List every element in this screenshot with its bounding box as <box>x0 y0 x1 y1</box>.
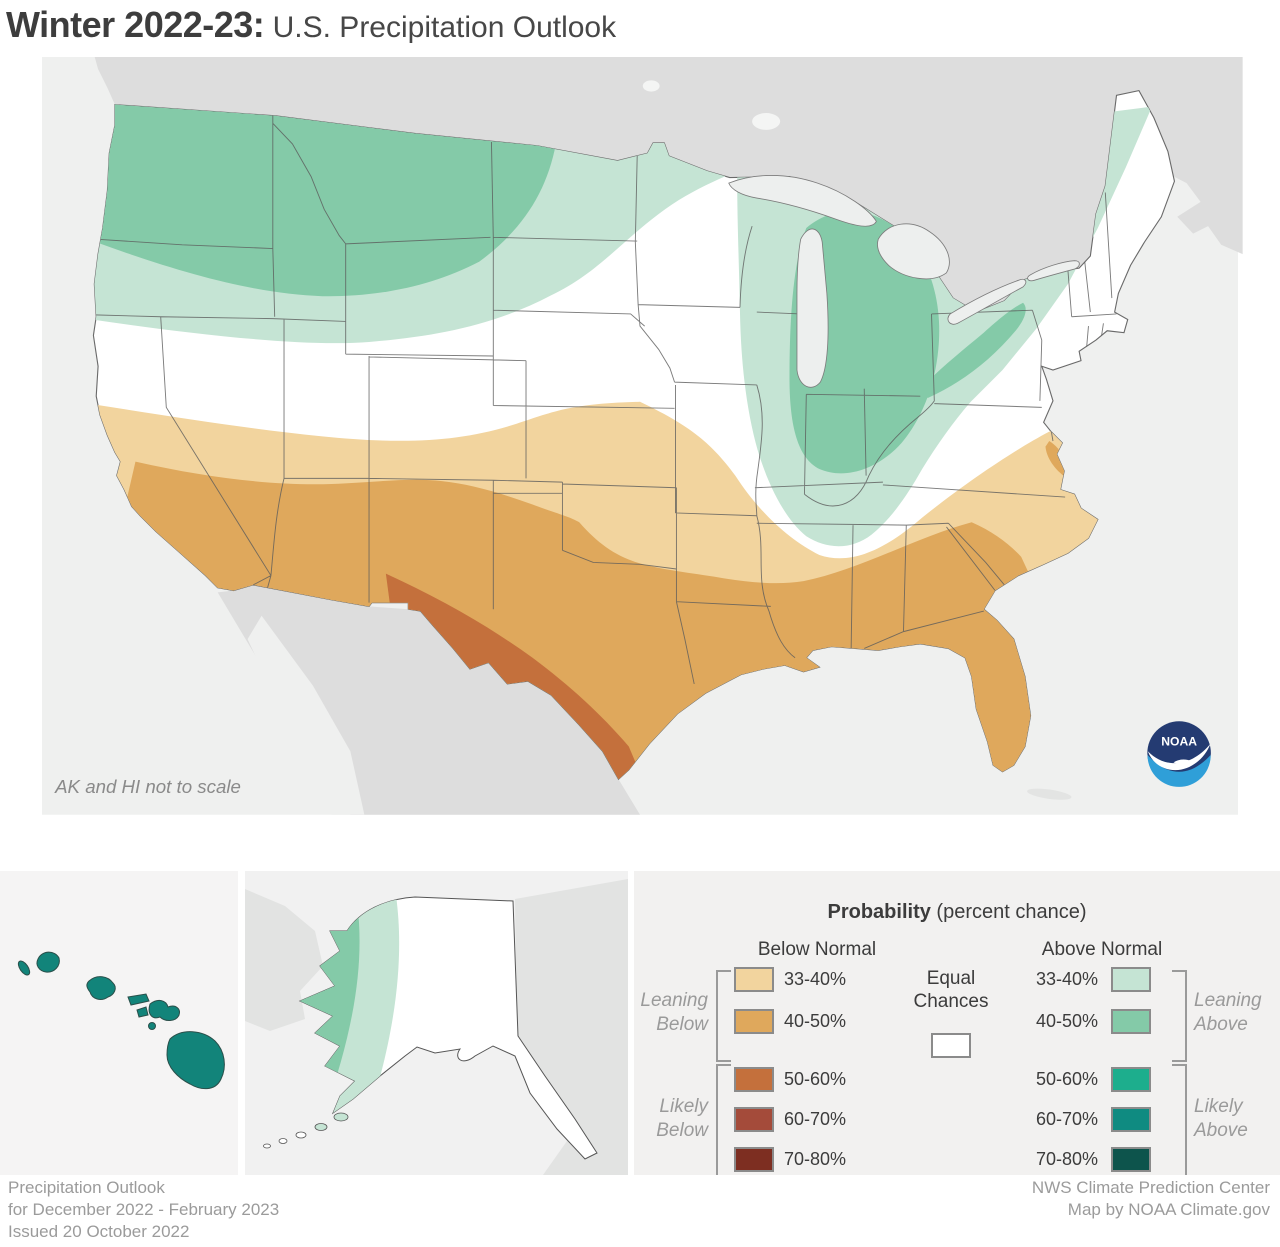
footer-line: Precipitation Outlook <box>8 1178 165 1197</box>
below-normal-header: Below Normal <box>757 939 877 960</box>
footer-line: for December 2022 - February 2023 <box>8 1200 280 1219</box>
island-kahoolawe <box>148 1022 156 1030</box>
below-range-60-70: 60-70% <box>784 1109 847 1129</box>
title-season: Winter 2022-23: <box>6 4 265 45</box>
leaning-below-bracket <box>716 970 731 1062</box>
footer-outlook-credit: Precipitation Outlook for December 2022 … <box>8 1177 279 1243</box>
noaa-logo-gull-wing <box>1173 759 1193 765</box>
title-subject <box>264 11 272 44</box>
page-title: Winter 2022-23: U.S. Precipitation Outlo… <box>6 4 616 46</box>
leaning-above-bracket <box>1172 970 1187 1062</box>
island-molokai <box>127 993 150 1006</box>
aleutian-islands <box>263 1112 349 1149</box>
above-range-33-40: 33-40% <box>1035 969 1098 989</box>
region-above-40-50-erie-lobe <box>922 302 1026 399</box>
state-borders <box>94 113 1117 685</box>
footer: Precipitation Outlook for December 2022 … <box>0 1175 1280 1247</box>
scale-note: AK and HI not to scale <box>54 776 241 797</box>
island-maui <box>148 999 180 1021</box>
noaa-logo-sea <box>1147 754 1211 787</box>
noaa-logo: NOAA <box>1147 721 1211 787</box>
region-above-40-50-northwest <box>93 90 558 297</box>
gulf-of-california <box>247 615 365 815</box>
leaning-below-label: Leaning Below <box>640 990 708 1035</box>
footer-line: Map by NOAA Climate.gov <box>1067 1200 1270 1219</box>
island-lanai <box>136 1006 149 1018</box>
equal-chances-swatch <box>931 1033 971 1058</box>
above-range-60-70: 60-70% <box>1035 1109 1098 1129</box>
hawaii-inset <box>0 871 238 1175</box>
alaska-svg <box>245 879 628 1175</box>
lake-huron <box>877 223 950 280</box>
aleutian-island <box>278 1138 288 1144</box>
us-map-svg: NOAA AK and HI not to scale <box>42 57 1243 815</box>
canadian-lake <box>752 113 781 130</box>
island-kauai <box>36 951 60 973</box>
above-swatch-40-50 <box>1111 1009 1151 1034</box>
alaska-inset <box>245 871 628 1175</box>
hawaii-islands <box>17 951 225 1090</box>
lake-ontario <box>1027 260 1080 282</box>
likely-above-bracket <box>1172 1064 1187 1175</box>
likely-below-label: Likely Below <box>656 1096 708 1141</box>
above-swatch-33-40 <box>1111 967 1151 992</box>
likely-below-bracket <box>716 1064 731 1175</box>
equal-chances-label: Equal Chances <box>913 968 989 1012</box>
legend-title-suffix: (percent chance) <box>936 901 1087 923</box>
title-bar: Winter 2022-23: U.S. Precipitation Outlo… <box>0 0 1280 57</box>
above-swatch-50-60 <box>1111 1067 1151 1092</box>
above-swatch-70-80 <box>1111 1147 1151 1172</box>
aleutian-island <box>263 1143 271 1149</box>
lake-michigan <box>796 228 829 388</box>
below-swatch-40-50 <box>734 1009 774 1034</box>
below-range-70-80: 70-80% <box>784 1149 847 1169</box>
probability-legend: Probability (percent chance) Below Norma… <box>634 871 1280 1175</box>
us-precipitation-map: NOAA AK and HI not to scale <box>0 57 1280 868</box>
noaa-logo-gull-icon <box>1147 743 1211 771</box>
legend-title: Probability (percent chance) <box>634 901 1280 924</box>
title-suffix: U.S. Precipitation Outlook <box>272 11 617 44</box>
leaning-above-label: Leaning Above <box>1194 990 1262 1035</box>
above-normal-header: Above Normal <box>1041 939 1163 960</box>
hawaii-svg <box>17 951 225 1090</box>
island-hawaii-big <box>166 1031 225 1090</box>
great-lakes <box>728 175 1080 388</box>
noaa-logo-text: NOAA <box>1161 735 1197 749</box>
region-above-40-50-michigan <box>789 211 940 474</box>
below-range-33-40: 33-40% <box>784 969 847 989</box>
island-landmass <box>1027 788 1072 800</box>
footer-line: NWS Climate Prediction Center <box>1031 1178 1270 1197</box>
lake-erie <box>947 278 1027 325</box>
aleutian-island <box>333 1112 349 1122</box>
above-range-40-50: 40-50% <box>1035 1011 1098 1031</box>
above-swatch-60-70 <box>1111 1107 1151 1132</box>
below-swatch-50-60 <box>734 1067 774 1092</box>
below-swatch-60-70 <box>734 1107 774 1132</box>
canada-landmass <box>94 57 1243 313</box>
footer-agency-credit: NWS Climate Prediction Center Map by NOA… <box>1032 1177 1270 1221</box>
below-range-40-50: 40-50% <box>784 1011 847 1031</box>
lake-superior <box>728 175 877 227</box>
aleutian-island <box>295 1131 307 1139</box>
above-range-70-80: 70-80% <box>1035 1149 1098 1169</box>
island-oahu <box>86 976 116 1000</box>
below-range-50-60: 50-60% <box>784 1069 847 1089</box>
aleutian-island <box>314 1123 328 1131</box>
above-range-50-60: 50-60% <box>1035 1069 1098 1089</box>
island-niihau <box>17 960 31 976</box>
footer-line: Issued 20 October 2022 <box>8 1222 190 1241</box>
siberia-landmass <box>245 889 323 1031</box>
likely-above-label: Likely Above <box>1194 1096 1248 1141</box>
below-swatch-33-40 <box>734 967 774 992</box>
region-below-40-50-virginia-sliver <box>1045 441 1067 478</box>
canadian-lake-2 <box>642 80 660 92</box>
legend-title-bold: Probability <box>827 901 931 923</box>
below-swatch-70-80 <box>734 1147 774 1172</box>
